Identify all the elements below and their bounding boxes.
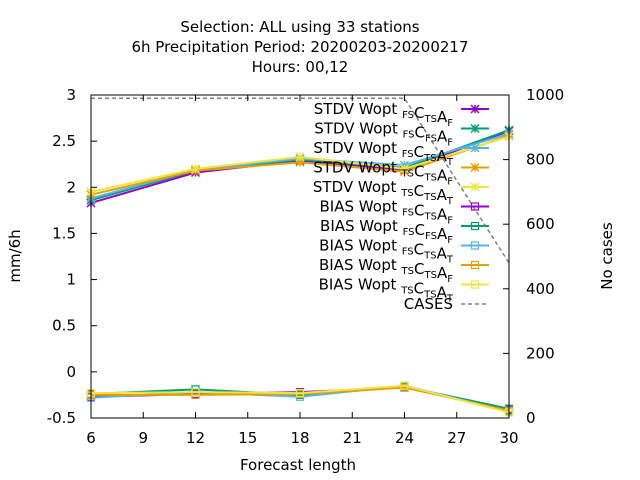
- title-line: Hours: 00,12: [252, 58, 349, 76]
- title-line: 6h Precipitation Period: 20200203-202002…: [131, 38, 468, 56]
- data-point: [470, 162, 480, 173]
- legend-label: BIAS Wopt TSCTSAT: [319, 276, 454, 305]
- data-point: [295, 152, 305, 162]
- legend-label: BIAS Wopt TSCTSAF: [319, 256, 453, 285]
- y-tick-label: 0.5: [52, 317, 76, 335]
- y-tick-label: 2.5: [52, 132, 76, 150]
- x-tick-label: 9: [138, 429, 148, 447]
- legend-label: STDV Wopt FSCFSAF: [314, 120, 453, 149]
- y-tick-label: 2: [66, 178, 76, 196]
- x-tick-label: 18: [290, 429, 309, 447]
- data-point: [399, 164, 410, 174]
- title-line: Selection: ALL using 33 stations: [180, 18, 419, 36]
- data-point: [470, 221, 480, 231]
- y2-tick-label: 200: [526, 344, 555, 362]
- x-tick-label: 24: [395, 429, 414, 447]
- data-point: [470, 123, 480, 134]
- data-point: [190, 164, 201, 174]
- y-tick-label: 1.5: [52, 224, 76, 242]
- legend-label: BIAS Wopt FSCTSAT: [319, 237, 454, 266]
- y2-tick-label: 600: [526, 215, 555, 233]
- axis-ticks: 6 9 12 15 18 21 24 27 30-0.500.511.522.530200400…: [47, 86, 564, 447]
- cases-series: [91, 97, 510, 264]
- data-point: [470, 104, 480, 114]
- data-point: [470, 241, 480, 250]
- y-tick-label: 1: [66, 271, 76, 289]
- legend-label: STDV Wopt TSCTSAF: [313, 159, 453, 188]
- y2-tick-label: 0: [526, 409, 536, 427]
- y-tick-label: 3: [66, 86, 76, 104]
- data-point: [470, 143, 480, 153]
- y-axis-label: mm/6h: [6, 229, 24, 282]
- series-line: [91, 97, 510, 264]
- x-tick-label: 12: [186, 429, 205, 447]
- x-tick-label: 6: [86, 429, 96, 447]
- y-tick-label: -0.5: [47, 409, 76, 427]
- x-tick-label: 30: [499, 429, 518, 447]
- data-point: [295, 388, 305, 398]
- data-point: [470, 260, 480, 270]
- data-point: [470, 182, 480, 192]
- legend-label: STDV Wopt TSCTSAT: [313, 178, 454, 207]
- data-point: [470, 280, 480, 289]
- data-point: [400, 381, 409, 390]
- legend-label: BIAS Wopt FSCTSAF: [320, 198, 454, 227]
- x-tick-label: 15: [238, 429, 257, 447]
- legend-label: STDV Wopt FSCTSAT: [313, 139, 453, 168]
- legend-label: BIAS Wopt FSCFSAF: [320, 217, 453, 246]
- x-tick-label: 27: [447, 429, 466, 447]
- data-series: [86, 125, 514, 417]
- legend-label: CASES: [404, 295, 453, 313]
- y2-tick-label: 800: [526, 151, 555, 169]
- y2-axis-label: No cases: [598, 222, 616, 290]
- data-point: [191, 388, 200, 397]
- chart-title: Selection: ALL using 33 stations 6h Preci…: [131, 18, 468, 76]
- x-axis-label: Forecast length: [240, 456, 356, 474]
- y2-tick-label: 1000: [526, 86, 564, 104]
- y2-tick-label: 400: [526, 280, 555, 298]
- y-tick-label: 0: [66, 363, 76, 381]
- data-point: [470, 202, 480, 211]
- legend-label: STDV Wopt FSCTSAF: [314, 100, 453, 129]
- x-tick-label: 21: [343, 429, 362, 447]
- series-line: [90, 384, 510, 414]
